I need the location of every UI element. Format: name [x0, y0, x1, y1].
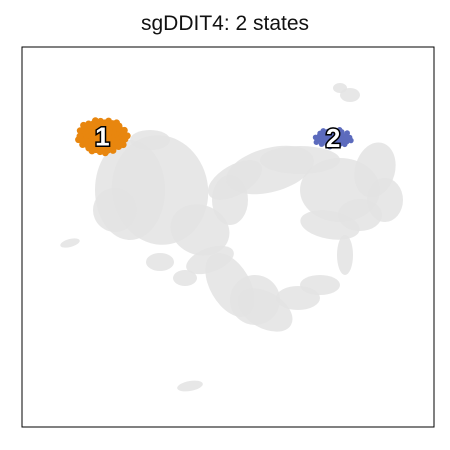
state-1-point: [92, 117, 99, 124]
state-2-point: [341, 141, 348, 148]
state-2-point: [318, 141, 325, 147]
state-1-point: [88, 147, 96, 155]
background-cell-cluster: [93, 188, 137, 232]
state-1-point: [79, 141, 86, 149]
state-1-point: [85, 120, 92, 128]
state-1-point: [96, 148, 104, 156]
background-cell-cluster: [170, 204, 230, 256]
chart-title: sgDDIT4: 2 states: [140, 12, 310, 35]
state-1-point: [76, 127, 84, 134]
state-2-point: [312, 134, 319, 141]
state-2-point: [348, 137, 354, 144]
state-1-point: [119, 141, 127, 149]
background-cell-cluster: [173, 270, 197, 286]
state-2-label: 2: [326, 123, 340, 153]
state-2-point: [336, 127, 343, 133]
state-1-point: [123, 132, 131, 140]
background-cells: [60, 83, 403, 392]
background-cell-cluster: [300, 275, 340, 295]
state-2-point: [330, 127, 336, 133]
state-2-point: [320, 128, 327, 134]
state-points: [75, 117, 354, 157]
state-1-point: [97, 117, 104, 125]
state-1-point: [101, 149, 109, 157]
state-1-point: [75, 136, 82, 144]
state-1-point: [105, 117, 112, 125]
state-1-point: [109, 147, 117, 154]
state-2-point: [337, 141, 343, 147]
state-1-point: [113, 119, 120, 127]
state-1-point: [80, 121, 87, 129]
background-cell-cluster: [337, 235, 353, 275]
state-2-point: [344, 130, 351, 136]
background-cell-cluster: [130, 130, 170, 150]
background-cell-cluster: [333, 83, 347, 93]
state-1-point: [121, 126, 128, 134]
background-cell-cluster: [177, 380, 203, 392]
background-cell-cluster: [146, 253, 174, 271]
state-2-point: [325, 128, 331, 135]
state-2-point: [313, 139, 320, 145]
background-cell-cluster: [338, 199, 382, 231]
state-2-point: [327, 143, 333, 150]
background-cell-cluster: [60, 238, 80, 248]
state-2-point: [333, 142, 339, 149]
plot-frame: [21, 46, 435, 428]
state-1-label: 1: [95, 121, 109, 151]
background-cell-cluster: [340, 88, 360, 102]
